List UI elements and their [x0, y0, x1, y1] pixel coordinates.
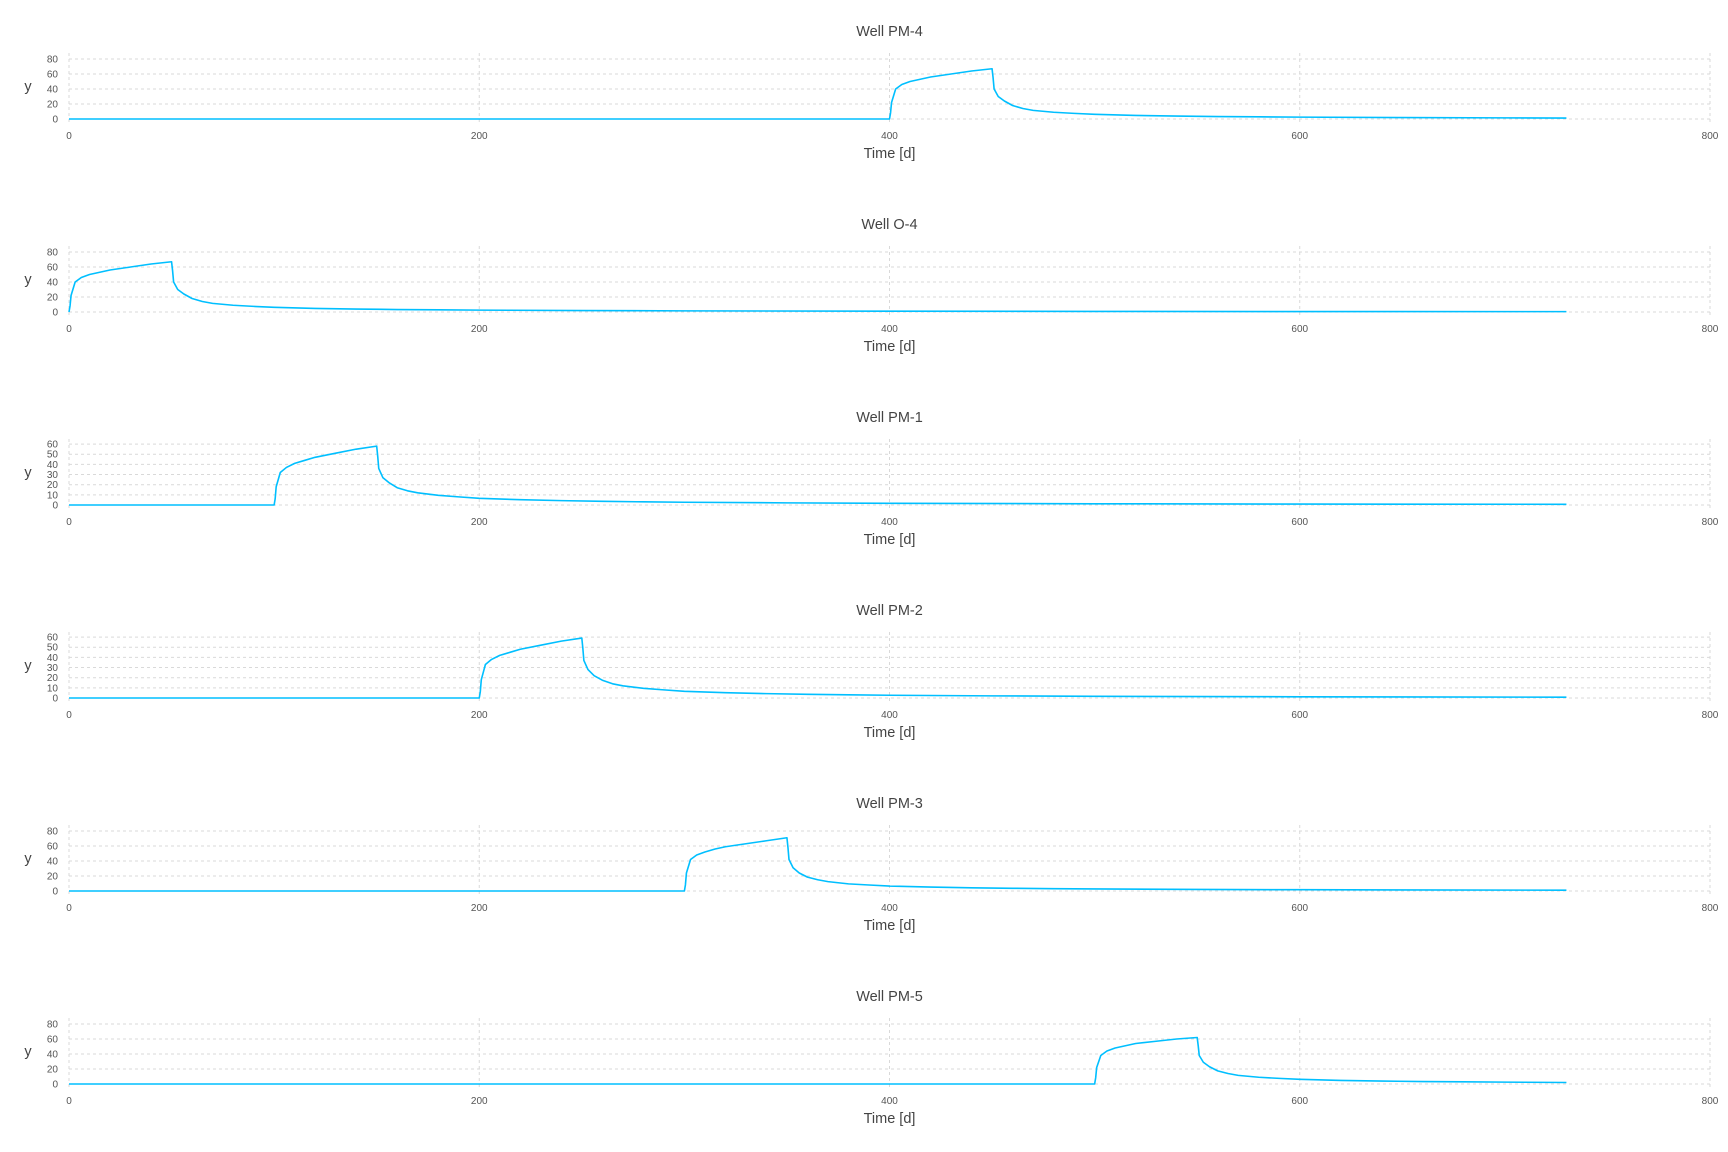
- y-tick-label: 80: [47, 1020, 59, 1031]
- x-tick-label: 800: [1702, 903, 1719, 914]
- y-tick-label: 20: [47, 293, 59, 304]
- y-tick-label: 0: [52, 1080, 58, 1091]
- chart-title: Well PM-2: [856, 603, 923, 619]
- x-tick-label: 0: [66, 517, 72, 528]
- y-axis-label: y: [24, 658, 32, 674]
- x-tick-label: 200: [471, 903, 488, 914]
- y-tick-label: 10: [47, 683, 59, 694]
- x-tick-label: 800: [1702, 517, 1719, 528]
- y-tick-label: 40: [47, 1050, 59, 1061]
- y-axis-label: y: [24, 79, 32, 95]
- y-tick-label: 40: [47, 278, 59, 289]
- series-line: [69, 445, 1567, 506]
- x-tick-label: 400: [881, 517, 898, 528]
- x-tick-label: 0: [66, 710, 72, 721]
- y-axis-label: y: [24, 851, 32, 867]
- y-tick-label: 60: [47, 263, 59, 274]
- x-tick-label: 0: [66, 1096, 72, 1107]
- x-tick-label: 400: [881, 1096, 898, 1107]
- y-tick-label: 0: [52, 115, 58, 126]
- x-tick-label: 800: [1702, 710, 1719, 721]
- series-line: [69, 67, 1567, 120]
- x-tick-label: 200: [471, 1096, 488, 1107]
- chart-title: Well PM-5: [856, 989, 923, 1005]
- x-tick-label: 400: [881, 131, 898, 142]
- y-tick-label: 20: [47, 673, 59, 684]
- x-tick-label: 200: [471, 131, 488, 142]
- y-tick-label: 20: [47, 100, 59, 111]
- x-tick-label: 400: [881, 903, 898, 914]
- y-tick-label: 40: [47, 460, 59, 471]
- y-axis-label: y: [24, 272, 32, 288]
- y-tick-label: 80: [47, 55, 59, 66]
- x-tick-label: 0: [66, 903, 72, 914]
- x-tick-label: 600: [1291, 710, 1308, 721]
- x-tick-label: 200: [471, 517, 488, 528]
- y-tick-label: 60: [47, 70, 59, 81]
- y-tick-label: 60: [47, 440, 59, 451]
- y-tick-label: 40: [47, 653, 59, 664]
- y-tick-label: 20: [47, 1065, 59, 1076]
- series-line: [68, 260, 1567, 313]
- y-axis-label: y: [24, 1044, 32, 1060]
- x-tick-label: 0: [66, 131, 72, 142]
- y-tick-label: 60: [47, 842, 59, 853]
- x-axis-label: Time [d]: [864, 918, 916, 934]
- y-tick-label: 0: [52, 887, 58, 898]
- x-axis-label: Time [d]: [864, 532, 916, 548]
- x-axis-label: Time [d]: [864, 1111, 916, 1127]
- x-tick-label: 0: [66, 324, 72, 335]
- y-tick-label: 50: [47, 450, 59, 461]
- x-tick-label: 200: [471, 324, 488, 335]
- y-tick-label: 40: [47, 85, 59, 96]
- y-tick-label: 80: [47, 248, 59, 259]
- series-line: [69, 637, 1567, 699]
- y-tick-label: 60: [47, 633, 59, 644]
- chart-title: Well O-4: [861, 217, 917, 233]
- x-tick-label: 400: [881, 324, 898, 335]
- series-line: [69, 836, 1567, 892]
- x-axis-label: Time [d]: [864, 725, 916, 741]
- y-tick-label: 0: [52, 308, 58, 319]
- x-axis-label: Time [d]: [864, 146, 916, 162]
- y-axis-label: y: [24, 465, 32, 481]
- x-tick-label: 600: [1291, 324, 1308, 335]
- x-tick-label: 800: [1702, 131, 1719, 142]
- y-tick-label: 0: [52, 501, 58, 512]
- chart-title: Well PM-4: [856, 24, 923, 40]
- y-tick-label: 30: [47, 470, 59, 481]
- x-tick-label: 800: [1702, 1096, 1719, 1107]
- y-tick-label: 80: [47, 827, 59, 838]
- y-tick-label: 40: [47, 857, 59, 868]
- y-tick-label: 60: [47, 1035, 59, 1046]
- y-tick-label: 50: [47, 643, 59, 654]
- y-tick-label: 30: [47, 663, 59, 674]
- x-tick-label: 600: [1291, 903, 1308, 914]
- x-tick-label: 800: [1702, 324, 1719, 335]
- chart-title: Well PM-1: [856, 410, 923, 426]
- series-line: [69, 1036, 1567, 1085]
- x-tick-label: 200: [471, 710, 488, 721]
- x-tick-label: 400: [881, 710, 898, 721]
- y-tick-label: 20: [47, 872, 59, 883]
- chart-title: Well PM-3: [856, 796, 923, 812]
- x-tick-label: 600: [1291, 517, 1308, 528]
- y-tick-label: 0: [52, 694, 58, 705]
- y-tick-label: 20: [47, 480, 59, 491]
- x-tick-label: 600: [1291, 1096, 1308, 1107]
- x-tick-label: 600: [1291, 131, 1308, 142]
- y-tick-label: 10: [47, 490, 59, 501]
- x-axis-label: Time [d]: [864, 339, 916, 355]
